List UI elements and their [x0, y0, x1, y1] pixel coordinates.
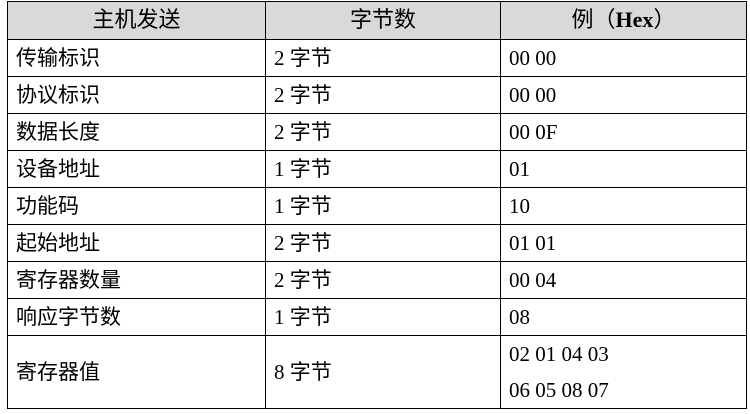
example-cell: 02 01 04 03 06 05 08 07 [500, 335, 747, 409]
field-name-cell: 设备地址 [7, 150, 266, 188]
table-row: 起始地址 2 字节 01 01 [7, 224, 747, 262]
example-cell: 08 [500, 298, 747, 336]
table-row: 寄存器值 8 字节 02 01 04 03 06 05 08 07 [7, 335, 747, 409]
field-name-cell: 协议标识 [7, 76, 266, 114]
header-row: 主机发送 字节数 例（Hex） [7, 1, 747, 40]
example-cell: 00 04 [500, 261, 747, 299]
example-cell: 00 00 [500, 39, 747, 77]
table-row: 数据长度 2 字节 00 0F [7, 113, 747, 151]
example-line: 06 05 08 07 [509, 378, 609, 402]
byte-count-cell: 1 字节 [265, 298, 501, 336]
header-example-hex: Hex [615, 7, 654, 32]
header-byte-count: 字节数 [265, 1, 501, 40]
field-name-cell: 寄存器值 [7, 335, 266, 409]
byte-count-cell: 2 字节 [265, 261, 501, 299]
header-example-suffix: ） [653, 8, 676, 33]
field-name-cell: 起始地址 [7, 224, 266, 262]
byte-count-cell: 2 字节 [265, 113, 501, 151]
table-row: 功能码 1 字节 10 [7, 187, 747, 225]
example-cell: 00 00 [500, 76, 747, 114]
example-cell: 10 [500, 187, 747, 225]
field-name-cell: 功能码 [7, 187, 266, 225]
header-example: 例（Hex） [500, 1, 747, 40]
field-name-cell: 寄存器数量 [7, 261, 266, 299]
modbus-request-table: 主机发送 字节数 例（Hex） 传输标识 2 字节 00 00 协议标识 2 字节 00 … [7, 1, 747, 409]
byte-count-cell: 1 字节 [265, 187, 501, 225]
byte-count-cell: 2 字节 [265, 76, 501, 114]
table-row: 传输标识 2 字节 00 00 [7, 39, 747, 77]
example-line: 02 01 04 03 [509, 342, 609, 366]
example-cell: 01 [500, 150, 747, 188]
example-cell: 01 01 [500, 224, 747, 262]
byte-count-cell: 2 字节 [265, 39, 501, 77]
example-cell: 00 0F [500, 113, 747, 151]
byte-count-cell: 1 字节 [265, 150, 501, 188]
table-row: 寄存器数量 2 字节 00 04 [7, 261, 747, 299]
field-name-cell: 响应字节数 [7, 298, 266, 336]
field-name-cell: 传输标识 [7, 39, 266, 77]
table-row: 设备地址 1 字节 01 [7, 150, 747, 188]
byte-count-cell: 2 字节 [265, 224, 501, 262]
header-host-send: 主机发送 [7, 1, 266, 40]
byte-count-cell: 8 字节 [265, 335, 501, 409]
field-name-cell: 数据长度 [7, 113, 266, 151]
header-example-prefix: 例（ [571, 8, 616, 33]
table-row: 响应字节数 1 字节 08 [7, 298, 747, 336]
table-row: 协议标识 2 字节 00 00 [7, 76, 747, 114]
